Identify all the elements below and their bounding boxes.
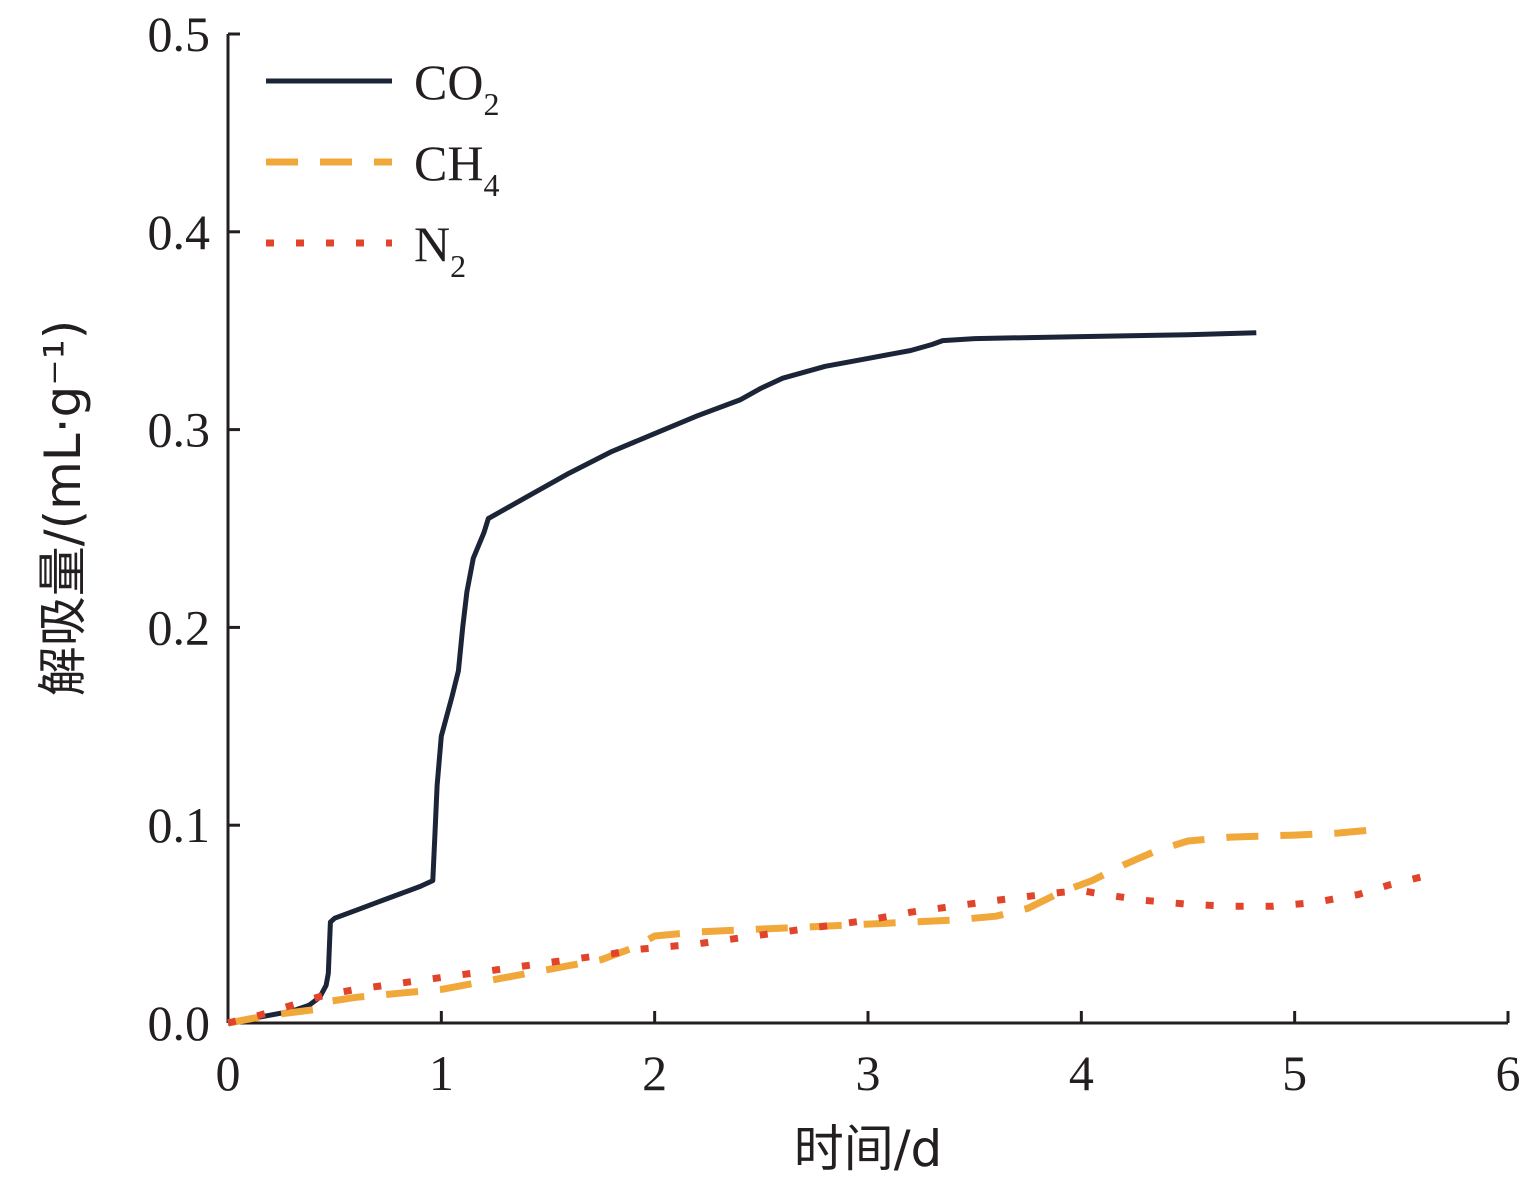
series-line-ch4 [227, 825, 1381, 1027]
series-layer [227, 330, 1439, 1027]
series-line-n2 [227, 867, 1439, 1027]
legend-label-subscript: 4 [483, 167, 499, 203]
legend-item-ch4: CH4 [266, 135, 499, 203]
legend-label-base: N [414, 216, 450, 272]
x-tick-label: 3 [856, 1045, 881, 1101]
x-tick-label: 5 [1282, 1045, 1307, 1101]
x-ticks: 0 1 2 3 4 5 6 [216, 1011, 1521, 1101]
y-tick-label: 0.1 [148, 797, 211, 853]
y-axis-title: 解吸量/(mL·g⁻¹) [34, 320, 92, 697]
legend-item-n2: N2 [266, 216, 466, 284]
legend-label: N2 [414, 216, 466, 284]
x-axis-title: 时间/d [794, 1120, 943, 1178]
legend-label-subscript: 2 [450, 248, 466, 284]
y-tick-label: 0.0 [148, 995, 211, 1051]
y-ticks: 0.0 0.1 0.2 0.3 0.4 0.5 [148, 6, 240, 1051]
y-tick-label: 0.5 [148, 6, 211, 62]
y-tick-label: 0.4 [148, 204, 211, 260]
x-tick-label: 2 [642, 1045, 667, 1101]
y-tick-label: 0.2 [148, 599, 211, 655]
y-tick-label: 0.3 [148, 402, 211, 458]
x-tick-label: 1 [429, 1045, 454, 1101]
legend-label: CO2 [414, 54, 499, 122]
series-line-co2 [227, 330, 1257, 1026]
legend-label-subscript: 2 [483, 86, 499, 122]
legend-label-base: CO [414, 54, 483, 110]
x-tick-label: 0 [216, 1045, 241, 1101]
legend-label-base: CH [414, 135, 483, 191]
x-tick-label: 4 [1069, 1045, 1094, 1101]
legend-label: CH4 [414, 135, 499, 203]
legend-item-co2: CO2 [266, 54, 499, 122]
x-tick-label: 6 [1496, 1045, 1521, 1101]
